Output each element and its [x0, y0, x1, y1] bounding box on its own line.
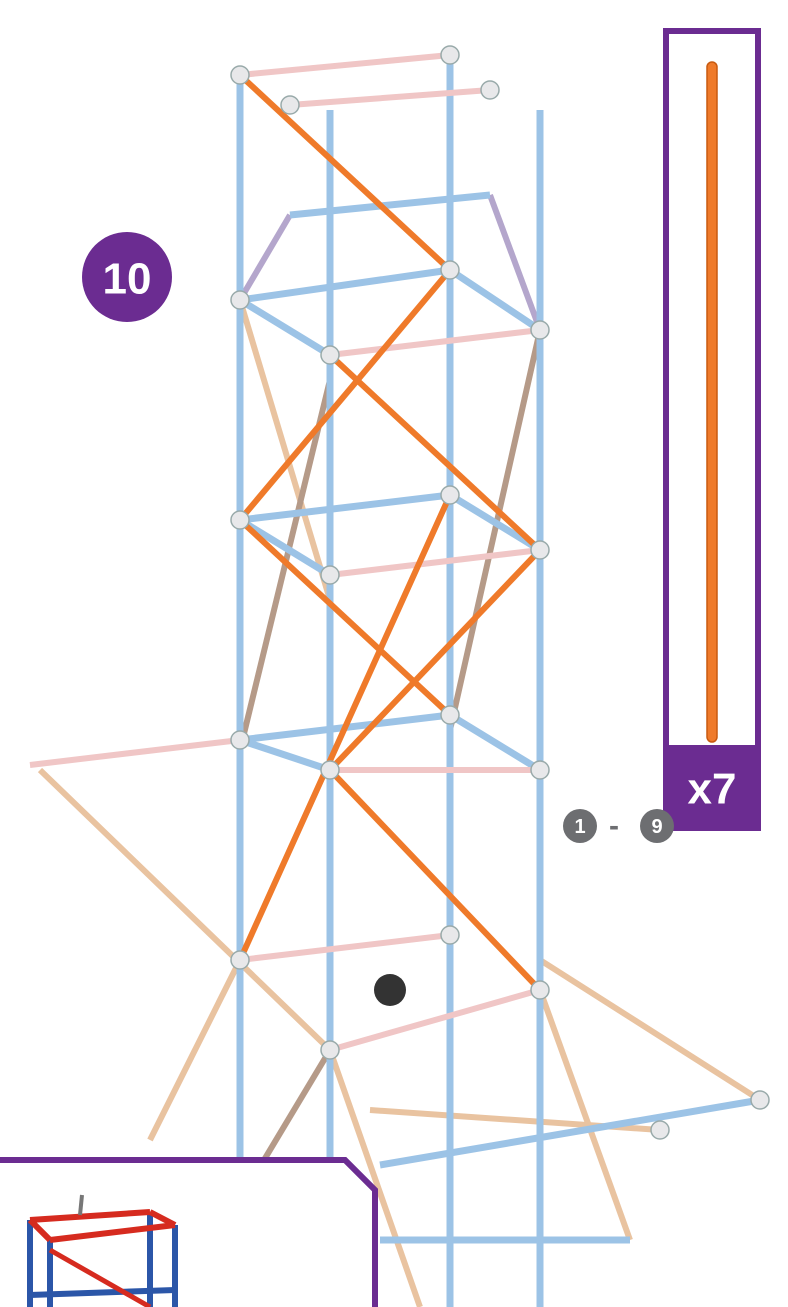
part-count: x7: [688, 765, 737, 814]
reference-steps: 1 - 9: [563, 809, 674, 843]
instruction-page: 10 x7 1 - 9: [0, 0, 788, 1307]
to-step: 9: [651, 816, 662, 838]
from-step: 1: [574, 816, 585, 838]
range-separator: -: [609, 810, 619, 843]
step-badge: 10: [82, 232, 172, 322]
step-number: 10: [103, 255, 152, 304]
parts-panel: x7: [663, 31, 761, 831]
inset-preview: [0, 1160, 375, 1307]
